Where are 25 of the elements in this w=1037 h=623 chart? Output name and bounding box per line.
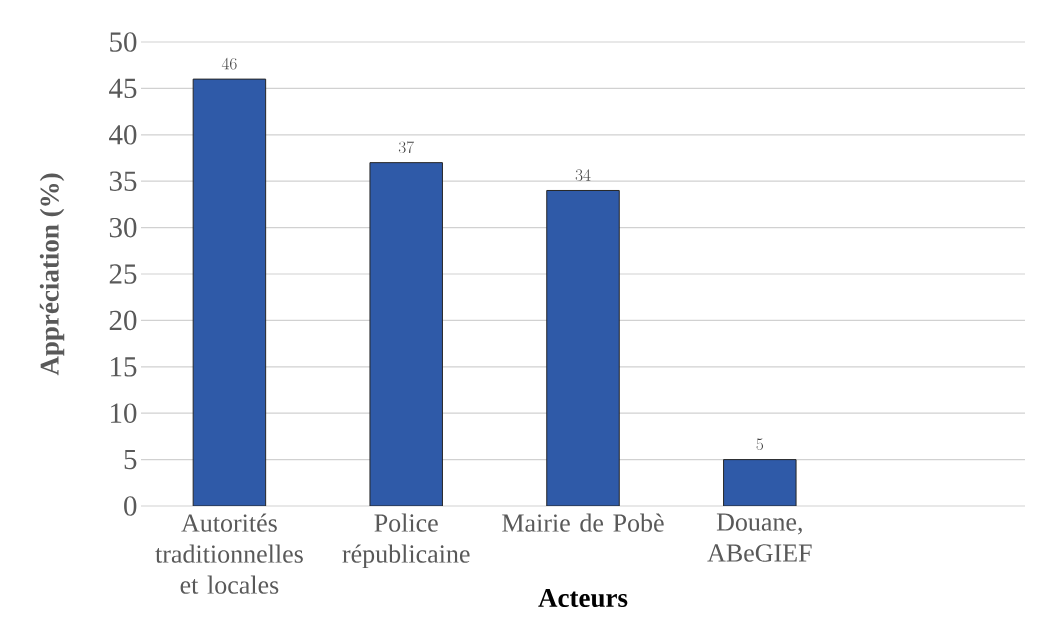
bar: [192, 78, 267, 506]
y-tick-label: 25: [109, 264, 137, 284]
x-tick-label: Autorités traditionnelles et locales: [155, 513, 303, 594]
y-tick-label: 15: [111, 357, 137, 377]
y-tick-label: 35: [109, 171, 137, 191]
bar: [723, 459, 797, 506]
y-tick-label: 20: [109, 310, 137, 331]
y-tick-label: 40: [109, 125, 137, 145]
data-label: 37: [398, 141, 414, 154]
y-tick-label: 50: [110, 32, 137, 52]
data-label: 46: [221, 57, 237, 70]
y-tick-label: 5: [124, 449, 137, 470]
y-tick-label: 30: [109, 217, 137, 238]
x-tick-label: Douane, ABeGIEF: [707, 513, 812, 562]
x-tick-label: Mairie de Pobè: [502, 513, 664, 532]
data-label: 5: [756, 438, 764, 451]
bar: [546, 189, 620, 506]
y-axis-title: Appréciation (%): [39, 173, 65, 376]
bar: [369, 162, 443, 506]
y-tick-label: 45: [109, 78, 137, 99]
y-tick-label: 10: [111, 403, 137, 423]
y-tick-label: 0: [124, 496, 137, 516]
x-axis-title: Acteurs: [538, 588, 628, 608]
data-label: 34: [575, 169, 591, 181]
x-tick-label: Police républicaine: [342, 513, 470, 569]
